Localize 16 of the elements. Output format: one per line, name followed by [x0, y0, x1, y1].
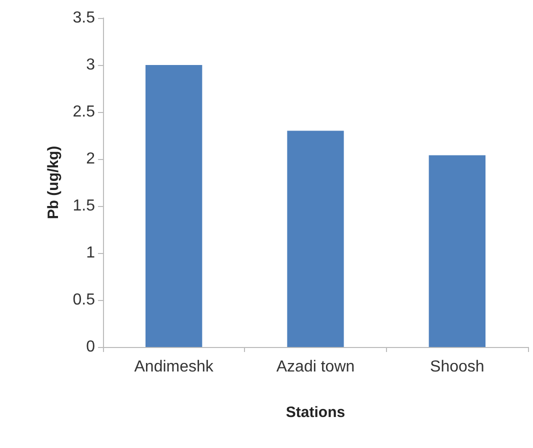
bar — [287, 130, 344, 347]
y-tick-label: 3.5 — [72, 10, 96, 26]
y-tick-label: 1 — [86, 244, 96, 262]
y-tick-label: 0 — [86, 338, 96, 356]
y-tick-label: 2.5 — [72, 104, 96, 120]
x-tick-label: Shoosh — [430, 358, 484, 376]
bar — [428, 155, 486, 347]
y-tick-label: 1.5 — [72, 198, 96, 214]
y-tick-label: 3 — [86, 56, 96, 74]
x-tick-label: Azadi town — [276, 358, 355, 376]
x-axis-title: Stations — [286, 404, 346, 421]
x-tick-label: Andimeshk — [134, 358, 214, 376]
y-tick-label: 2 — [86, 150, 96, 168]
y-tick-label: 0.5 — [72, 292, 96, 308]
y-axis-title: Pb (ug/kg) — [45, 146, 62, 220]
bar — [146, 65, 202, 347]
